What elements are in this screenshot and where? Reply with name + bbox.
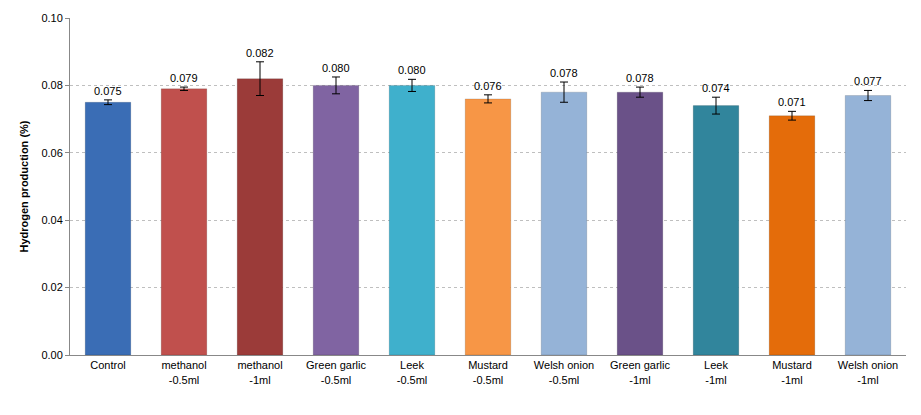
svg-text:0.075: 0.075 <box>94 85 122 97</box>
svg-text:0.08: 0.08 <box>41 79 62 91</box>
svg-text:0.074: 0.074 <box>702 82 730 94</box>
svg-text:0.078: 0.078 <box>626 72 654 84</box>
svg-text:Mustard-0.5ml: Mustard-0.5ml <box>468 359 508 385</box>
svg-text:Leek-1ml: Leek-1ml <box>704 359 728 385</box>
svg-text:methanol-0.5ml: methanol-0.5ml <box>161 359 206 385</box>
svg-text:Control: Control <box>90 359 125 371</box>
svg-text:0.00: 0.00 <box>41 349 62 361</box>
svg-text:0.080: 0.080 <box>322 62 350 74</box>
svg-text:0.02: 0.02 <box>41 281 62 293</box>
svg-text:0.080: 0.080 <box>398 64 426 76</box>
svg-text:methanol-1ml: methanol-1ml <box>237 359 282 385</box>
svg-text:0.077: 0.077 <box>854 75 882 87</box>
svg-text:0.082: 0.082 <box>246 47 274 59</box>
svg-text:0.10: 0.10 <box>41 12 62 24</box>
svg-text:Leek-0.5ml: Leek-0.5ml <box>397 359 428 385</box>
svg-text:0.06: 0.06 <box>41 147 62 159</box>
svg-text:0.076: 0.076 <box>474 80 502 92</box>
svg-text:Green garlic-0.5ml: Green garlic-0.5ml <box>306 359 366 385</box>
svg-text:0.078: 0.078 <box>550 67 578 79</box>
svg-text:Welsh onion-0.5ml: Welsh onion-0.5ml <box>534 359 594 385</box>
svg-text:Mustard-1ml: Mustard-1ml <box>772 359 812 385</box>
svg-text:Hydrogen production (%): Hydrogen production (%) <box>18 120 30 252</box>
svg-text:0.04: 0.04 <box>41 214 62 226</box>
svg-text:0.071: 0.071 <box>778 96 806 108</box>
svg-text:Green garlic-1ml: Green garlic-1ml <box>610 359 670 385</box>
svg-text:Welsh onion-1ml: Welsh onion-1ml <box>838 359 898 385</box>
svg-text:0.079: 0.079 <box>170 72 198 84</box>
